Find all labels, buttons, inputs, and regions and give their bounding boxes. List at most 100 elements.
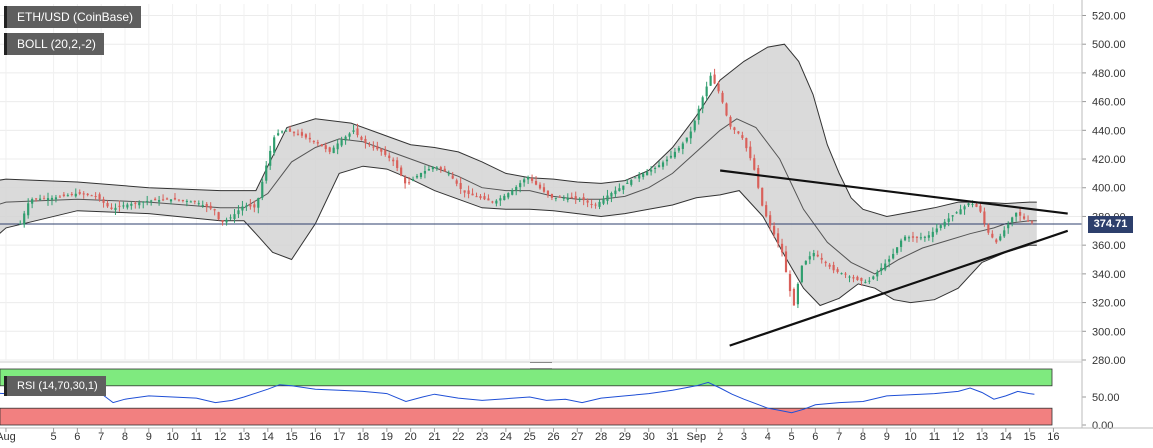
candle-body — [991, 233, 994, 238]
candle-body — [368, 144, 371, 146]
date-tick-label: 14 — [1000, 431, 1012, 443]
candle-body — [796, 283, 800, 305]
candle-body — [594, 204, 597, 206]
lower-trendline[interactable] — [729, 229, 1069, 347]
candle-body — [459, 183, 462, 189]
candle-body — [435, 167, 438, 169]
date-tick-label: 10 — [166, 431, 178, 443]
instrument-label[interactable]: ETH/USD (CoinBase) — [4, 6, 142, 28]
candle-body — [110, 207, 113, 210]
candle-body — [836, 269, 839, 272]
candle-body — [380, 148, 383, 152]
candle-body — [431, 167, 434, 170]
candle-body — [721, 92, 724, 103]
candle-body — [816, 254, 819, 257]
candle-body — [737, 131, 740, 134]
candle-body — [765, 205, 768, 217]
candle-body — [288, 128, 292, 132]
candle-body — [733, 127, 736, 131]
candle-body — [570, 196, 573, 199]
candle-body — [967, 203, 970, 206]
price-tick-label: 340.00 — [1092, 269, 1126, 281]
candle-body — [931, 231, 934, 237]
date-tick-label: 24 — [500, 431, 512, 443]
candle-body — [31, 199, 34, 204]
candle-body — [23, 213, 26, 225]
candle-body — [400, 167, 403, 176]
candle-body — [907, 237, 911, 239]
candle-body — [169, 199, 173, 202]
candle-body — [784, 251, 788, 273]
candle-body — [892, 253, 895, 259]
candle-body — [142, 201, 145, 203]
candle-body — [546, 190, 550, 196]
date-tick-label: 31 — [666, 431, 678, 443]
rsi-indicator-label[interactable]: RSI (14,70,30,1) — [4, 376, 106, 396]
candle-body — [550, 194, 554, 198]
candle-body — [134, 202, 137, 204]
candle-body — [376, 145, 379, 150]
pane-resize-handle[interactable] — [530, 362, 552, 369]
candle-body — [229, 217, 232, 219]
candle-body — [677, 147, 680, 151]
candle-body — [54, 197, 58, 200]
candle-body — [118, 205, 121, 207]
candle-body — [888, 259, 891, 262]
candle-body — [995, 239, 998, 243]
candle-body — [983, 211, 986, 224]
candle-body — [709, 75, 712, 86]
candle-body — [586, 200, 589, 203]
candle-body — [233, 214, 236, 220]
date-tick-label: 25 — [524, 431, 536, 443]
candle-body — [630, 180, 633, 185]
candle-body — [150, 200, 153, 202]
date-tick-label: 19 — [381, 431, 393, 443]
candle-body — [987, 224, 990, 233]
candle-body — [269, 150, 272, 166]
candle-body — [197, 203, 200, 205]
candle-body — [669, 155, 673, 158]
candle-body — [705, 86, 708, 97]
candle-body — [618, 188, 621, 192]
candle-body — [622, 185, 625, 190]
candle-body — [161, 199, 165, 201]
price-tick-label: 480.00 — [1092, 68, 1126, 80]
date-tick-label: 16 — [1047, 431, 1059, 443]
candle-body — [324, 145, 327, 150]
candle-body — [554, 197, 557, 199]
upper-trendline[interactable] — [720, 169, 1068, 215]
candle-body — [773, 226, 776, 235]
candle-body — [503, 195, 506, 201]
candle-body — [277, 133, 280, 136]
candle-body — [443, 168, 446, 172]
candle-body — [852, 277, 855, 279]
candle-body — [304, 134, 308, 138]
rsi-tick-label: 50.00 — [1092, 392, 1120, 404]
date-tick-label: 9 — [884, 431, 890, 443]
candle-body — [864, 281, 867, 283]
rsi-line — [0, 381, 1035, 414]
candle-body — [27, 203, 30, 216]
candle-body — [114, 207, 117, 211]
candle-body — [273, 137, 276, 153]
candle-body — [562, 197, 565, 199]
candle-body — [923, 236, 926, 238]
rsi-oversold-zone — [0, 407, 1053, 426]
date-tick-label: 23 — [476, 431, 488, 443]
candle-body — [896, 247, 899, 253]
candle-body — [574, 196, 577, 199]
date-tick-label: 21 — [428, 431, 440, 443]
candle-body — [856, 276, 859, 280]
bollinger-indicator-label[interactable]: BOLL (20,2,-2) — [4, 33, 104, 55]
candle-body — [237, 210, 240, 215]
date-axis: Aug5678910111213141516171819202122232425… — [0, 428, 1060, 443]
candle-body — [820, 257, 823, 260]
candle-body — [38, 198, 42, 200]
candle-body — [86, 193, 89, 196]
rsi-axis: 0.00 50.00 — [1082, 392, 1120, 432]
candle-body — [979, 205, 982, 212]
candle-body — [661, 162, 665, 167]
candle-body — [455, 180, 458, 184]
candle-body — [860, 277, 863, 281]
